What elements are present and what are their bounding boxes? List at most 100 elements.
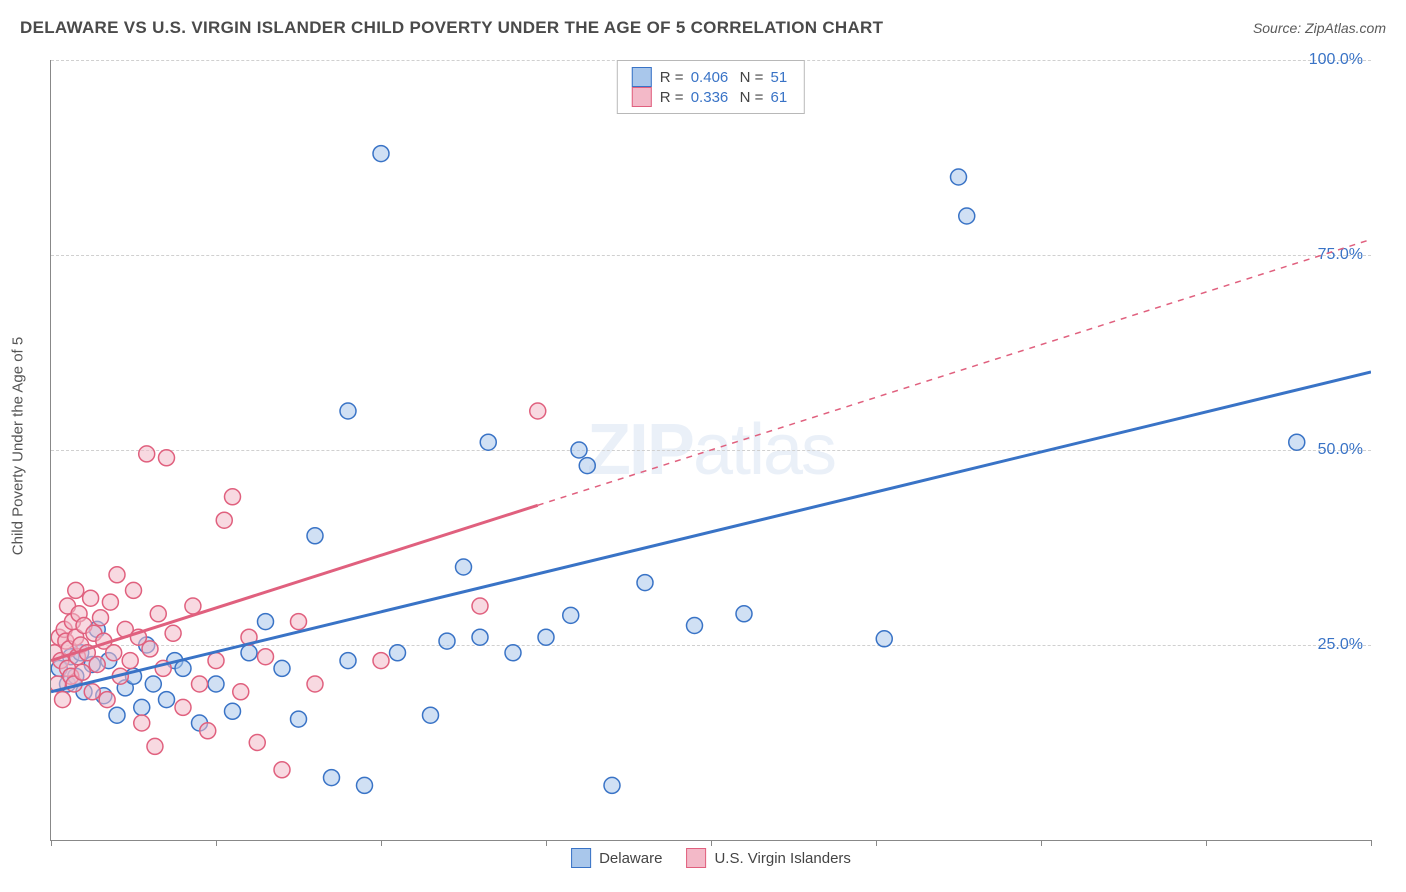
legend-label-usvi: U.S. Virgin Islanders	[714, 850, 850, 867]
scatter-point	[530, 403, 546, 419]
scatter-point	[241, 629, 257, 645]
scatter-point	[76, 618, 92, 634]
scatter-point	[142, 641, 158, 657]
scatter-point	[117, 621, 133, 637]
scatter-point	[68, 629, 84, 645]
scatter-point	[208, 676, 224, 692]
scatter-point	[185, 598, 201, 614]
scatter-point	[84, 684, 100, 700]
scatter-point	[165, 625, 181, 641]
y-tick-label: 25.0%	[1318, 636, 1363, 654]
scatter-point	[96, 688, 112, 704]
scatter-point	[340, 403, 356, 419]
scatter-point	[159, 450, 175, 466]
scatter-point	[122, 653, 138, 669]
scatter-point	[64, 614, 80, 630]
scatter-point	[538, 629, 554, 645]
scatter-point	[109, 567, 125, 583]
scatter-point	[155, 660, 171, 676]
legend-item-delaware: Delaware	[571, 848, 662, 868]
scatter-point	[959, 208, 975, 224]
scatter-point	[73, 645, 89, 661]
scatter-point	[86, 625, 102, 641]
scatter-point	[472, 629, 488, 645]
legend-row-delaware: R = 0.406 N = 51	[632, 67, 790, 87]
scatter-point	[307, 676, 323, 692]
legend-row-usvi: R = 0.336 N = 61	[632, 87, 790, 107]
scatter-point	[109, 707, 125, 723]
scatter-point	[63, 668, 79, 684]
scatter-point	[145, 676, 161, 692]
scatter-point	[51, 660, 67, 676]
swatch-usvi	[632, 87, 652, 107]
scatter-point	[175, 699, 191, 715]
scatter-point	[102, 594, 118, 610]
scatter-point	[66, 676, 82, 692]
chart-header: DELAWARE VS U.S. VIRGIN ISLANDER CHILD P…	[20, 18, 1386, 38]
scatter-point	[357, 777, 373, 793]
scatter-point	[241, 645, 257, 661]
scatter-point	[291, 614, 307, 630]
scatter-point	[390, 645, 406, 661]
scatter-point	[563, 607, 579, 623]
scatter-point	[99, 692, 115, 708]
scatter-point	[58, 633, 74, 649]
scatter-point	[60, 598, 76, 614]
scatter-point	[249, 735, 265, 751]
scatter-point	[687, 618, 703, 634]
scatter-point	[579, 458, 595, 474]
scatter-point	[208, 653, 224, 669]
scatter-point	[126, 668, 142, 684]
scatter-point	[225, 703, 241, 719]
scatter-point	[79, 645, 95, 661]
scatter-point	[89, 657, 105, 673]
scatter-point	[604, 777, 620, 793]
scatter-point	[159, 692, 175, 708]
scatter-point	[233, 684, 249, 700]
scatter-point	[167, 653, 183, 669]
y-tick-label: 50.0%	[1318, 441, 1363, 459]
scatter-point	[126, 582, 142, 598]
scatter-point	[951, 169, 967, 185]
scatter-point	[150, 606, 166, 622]
scatter-point	[200, 723, 216, 739]
scatter-point	[258, 649, 274, 665]
scatter-point	[93, 610, 109, 626]
scatter-point	[637, 575, 653, 591]
scatter-point	[216, 512, 232, 528]
scatter-point	[274, 762, 290, 778]
scatter-point	[51, 629, 67, 645]
correlation-legend: R = 0.406 N = 51 R = 0.336 N = 61	[617, 60, 805, 114]
scatter-point	[89, 621, 105, 637]
scatter-point	[69, 649, 85, 665]
scatter-point	[96, 633, 112, 649]
scatter-point	[101, 653, 117, 669]
series-legend: Delaware U.S. Virgin Islanders	[571, 848, 851, 868]
chart-title: DELAWARE VS U.S. VIRGIN ISLANDER CHILD P…	[20, 18, 883, 38]
scatter-point	[117, 680, 133, 696]
scatter-point	[340, 653, 356, 669]
scatter-point	[456, 559, 472, 575]
legend-item-usvi: U.S. Virgin Islanders	[686, 848, 850, 868]
scatter-point	[472, 598, 488, 614]
scatter-point	[74, 664, 90, 680]
scatter-point	[274, 660, 290, 676]
scatter-point	[192, 676, 208, 692]
scatter-point	[373, 146, 389, 162]
regression-line-delaware	[51, 372, 1371, 692]
scatter-point	[130, 629, 146, 645]
scatter-point	[84, 657, 100, 673]
legend-label-delaware: Delaware	[599, 850, 662, 867]
scatter-point	[55, 692, 71, 708]
scatter-point	[60, 660, 76, 676]
scatter-point	[68, 668, 84, 684]
scatter-point	[63, 649, 79, 665]
chart-source: Source: ZipAtlas.com	[1253, 20, 1386, 36]
regression-line-usvi-dashed	[538, 239, 1371, 505]
scatter-point	[439, 633, 455, 649]
scatter-point	[68, 582, 84, 598]
swatch-delaware-bottom	[571, 848, 591, 868]
swatch-usvi-bottom	[686, 848, 706, 868]
scatter-point	[147, 738, 163, 754]
scatter-point	[51, 676, 66, 692]
